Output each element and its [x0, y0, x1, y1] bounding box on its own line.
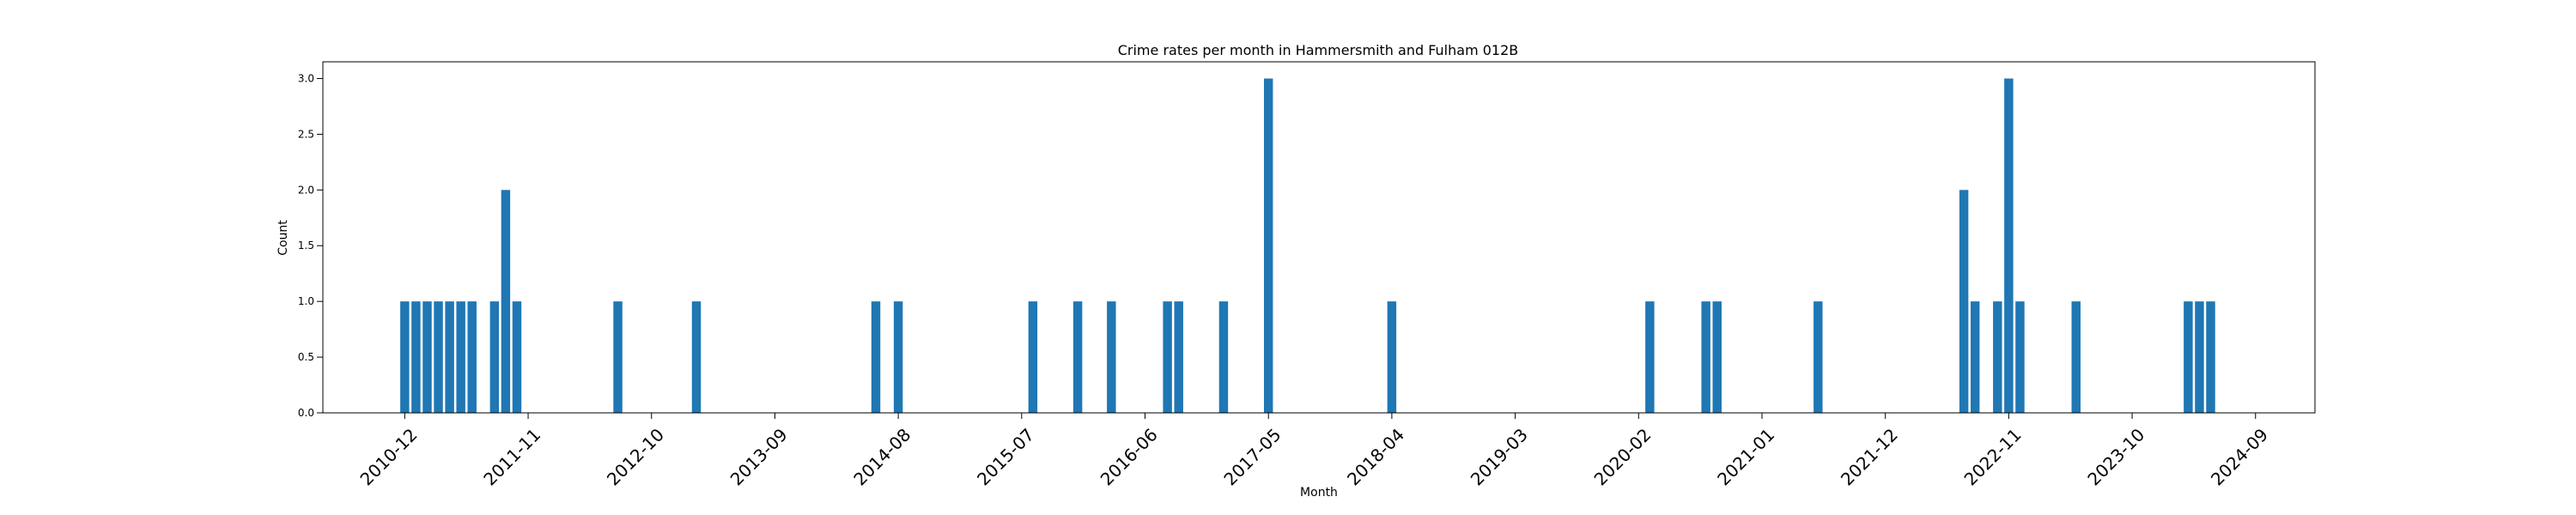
x-tick-label: 2024-09: [2207, 424, 2272, 489]
bar-2022-07: [1959, 190, 1969, 413]
x-tick-label: 2021-01: [1713, 424, 1778, 489]
x-tick-label: 2023-10: [2083, 424, 2148, 489]
bar-2016-08: [1163, 301, 1172, 413]
x-tick-label: 2019-03: [1467, 424, 1532, 489]
bar-2011-09: [501, 190, 511, 413]
bar-2020-09: [1712, 301, 1722, 413]
x-tick-label: 2011-11: [479, 424, 544, 489]
y-axis: 0.0 0.5 1.0 1.5 2.0 2.5 3.0: [298, 72, 323, 419]
chart-title: Crime rates per month in Hammersmith and…: [1118, 42, 1519, 58]
x-tick-label: 2022-11: [1960, 424, 2026, 489]
x-axis: 2010-12 2011-11 2012-10 2013-09 2014-08 2015-…: [356, 413, 2272, 489]
bar-2018-04: [1387, 301, 1397, 413]
y-tick-label: 2.0: [298, 184, 314, 196]
bar-2020-08: [1701, 301, 1710, 413]
bar-2011-02: [422, 301, 432, 413]
bar-2022-12: [2015, 301, 2025, 413]
y-tick-label: 3.0: [298, 72, 314, 84]
x-tick-label: 2010-12: [356, 424, 422, 489]
bar-2014-08: [893, 301, 903, 413]
y-axis-label: Count: [276, 220, 290, 256]
bar-2011-08: [489, 301, 500, 413]
x-tick-label: 2021-12: [1837, 424, 1902, 489]
bar-2017-01: [1218, 301, 1229, 413]
bar-2011-05: [456, 301, 465, 413]
x-tick-label: 2020-02: [1590, 424, 1656, 489]
x-axis-label: Month: [1300, 486, 1338, 500]
bar-2024-05: [2206, 301, 2215, 413]
plot-frame: [322, 61, 2316, 414]
bar-2024-04: [2195, 301, 2204, 413]
x-tick-label: 2013-09: [726, 424, 792, 489]
bar-2017-05: [1263, 78, 1273, 413]
bar-2011-01: [411, 301, 421, 413]
x-tick-label: 2015-07: [973, 424, 1038, 489]
bars-group: [400, 78, 2215, 413]
x-tick-label: 2012-10: [603, 424, 668, 489]
bar-2020-03: [1645, 301, 1655, 413]
bar-2016-09: [1174, 301, 1183, 413]
bar-2022-10: [1993, 301, 2002, 413]
bar-2022-08: [1970, 301, 1980, 413]
y-tick-label: 1.0: [298, 295, 314, 307]
bar-2011-03: [434, 301, 443, 413]
bar-2014-06: [871, 301, 881, 413]
bar-2011-04: [445, 301, 454, 413]
x-tick-label: 2016-06: [1097, 424, 1162, 489]
y-tick-label: 0.5: [298, 351, 314, 363]
y-tick-label: 1.5: [298, 239, 314, 251]
bar-2023-05: [2071, 301, 2081, 413]
y-tick-label: 0.0: [298, 407, 314, 419]
bar-2016-03: [1107, 301, 1116, 413]
bar-2015-08: [1028, 301, 1038, 413]
bar-2010-12: [400, 301, 410, 413]
x-tick-label: 2018-04: [1343, 424, 1408, 489]
bar-2021-06: [1814, 301, 1823, 413]
y-tick-label: 2.5: [298, 128, 314, 140]
bar-2011-10: [512, 301, 522, 413]
bar-2015-12: [1072, 301, 1083, 413]
bar-2022-11: [2004, 78, 2014, 413]
bar-2024-03: [2184, 301, 2193, 413]
x-tick-label: 2017-05: [1219, 424, 1285, 489]
bar-2011-06: [467, 301, 477, 413]
x-tick-label: 2014-08: [849, 424, 914, 489]
bar-2012-07: [613, 301, 623, 413]
bar-2013-02: [691, 301, 702, 413]
